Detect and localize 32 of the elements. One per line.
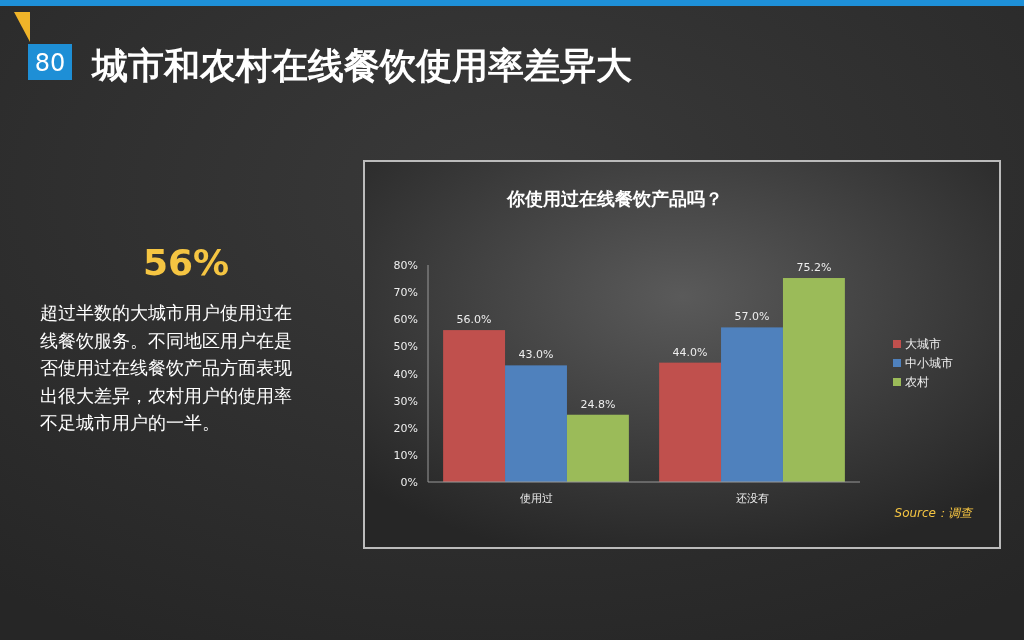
data-label: 56.0% [456, 313, 492, 327]
bar [443, 330, 506, 482]
bar [566, 414, 629, 482]
text: 超过半数的大城市用户使用过在线餐饮服务。不同地区用户在是否使用过在线餐饮产品方面表现出很大差异，农村用户的使用率不足城市用户的一半。 [40, 302, 292, 433]
chart-subtitle: 你使用过在线餐饮产品吗？ [506, 188, 723, 209]
x-tick-label: 还没有 [735, 492, 769, 505]
source-note: Source：调查 [894, 506, 974, 520]
y-tick-label: 40% [393, 367, 418, 381]
text: 80 [34, 49, 66, 77]
data-label: 57.0% [734, 310, 770, 324]
y-tick-label: 50% [393, 340, 418, 354]
y-tick-label: 60% [393, 313, 418, 327]
legend-label: 大城市 [905, 337, 941, 351]
data-label: 75.2% [796, 261, 832, 275]
data-label: 43.0% [518, 348, 554, 362]
y-tick-label: 0% [400, 476, 418, 489]
x-tick-label: 使用过 [519, 492, 553, 505]
bar [659, 362, 722, 482]
legend-label: 中小城市 [905, 356, 953, 370]
text: 56% [142, 242, 230, 283]
y-tick-label: 80% [393, 259, 418, 272]
legend-label: 农村 [905, 375, 929, 389]
bar [782, 278, 845, 482]
bar [505, 365, 567, 482]
y-tick-label: 20% [393, 421, 418, 435]
bar [721, 327, 783, 482]
chart-title: 城市和农村在线餐饮使用率差异大 [90, 45, 632, 86]
data-label: 24.8% [580, 397, 616, 411]
y-tick-label: 70% [393, 286, 418, 300]
y-tick-label: 30% [393, 394, 418, 408]
data-label: 44.0% [672, 345, 708, 359]
y-tick-label: 10% [393, 448, 418, 462]
